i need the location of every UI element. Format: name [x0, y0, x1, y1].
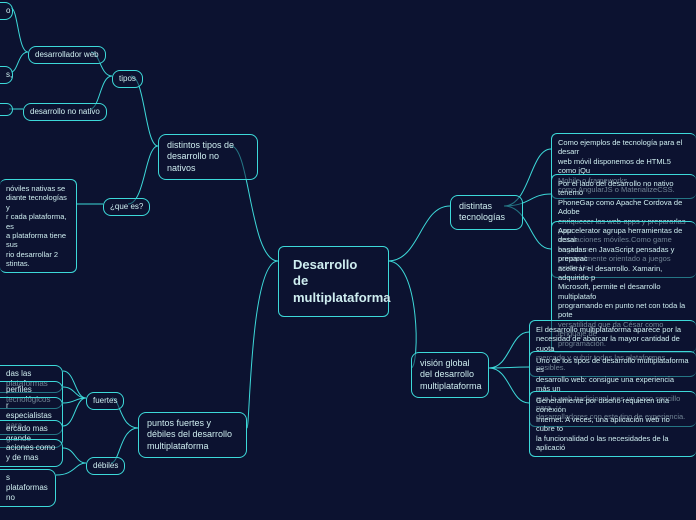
root-node[interactable]: Desarrollo de multiplataforma	[278, 246, 389, 317]
node-nativas-text: nóviles nativas se diante tecnologías y …	[0, 179, 77, 273]
node-que-es[interactable]: ¿que es?	[103, 198, 150, 216]
node-tipos[interactable]: tipos	[112, 70, 143, 88]
node-no-nativo[interactable]: desarrollo no nativo	[23, 103, 107, 121]
node-dev-web[interactable]: desarrollador web	[28, 46, 106, 64]
node-distintos[interactable]: distintos tipos de desarrollo no nativos	[158, 134, 258, 180]
node-fuertes[interactable]: fuertes	[86, 392, 124, 410]
fragment-2: s,	[0, 66, 13, 84]
node-puntos[interactable]: puntos fuertes y débiles del desarrollo …	[138, 412, 247, 458]
fragment-3	[0, 103, 13, 116]
node-debiles[interactable]: débiles	[86, 457, 125, 475]
node-d1: aciones como y de mas	[0, 439, 63, 467]
node-r6: Generalmente por diseño requieren una co…	[529, 391, 696, 457]
node-tecnologias[interactable]: distintas tecnologías	[450, 195, 523, 230]
node-vision[interactable]: visión global del desarrollo multiplataf…	[411, 352, 489, 398]
fragment-1: o	[0, 2, 13, 20]
node-d2: s plataformas no	[0, 469, 56, 507]
